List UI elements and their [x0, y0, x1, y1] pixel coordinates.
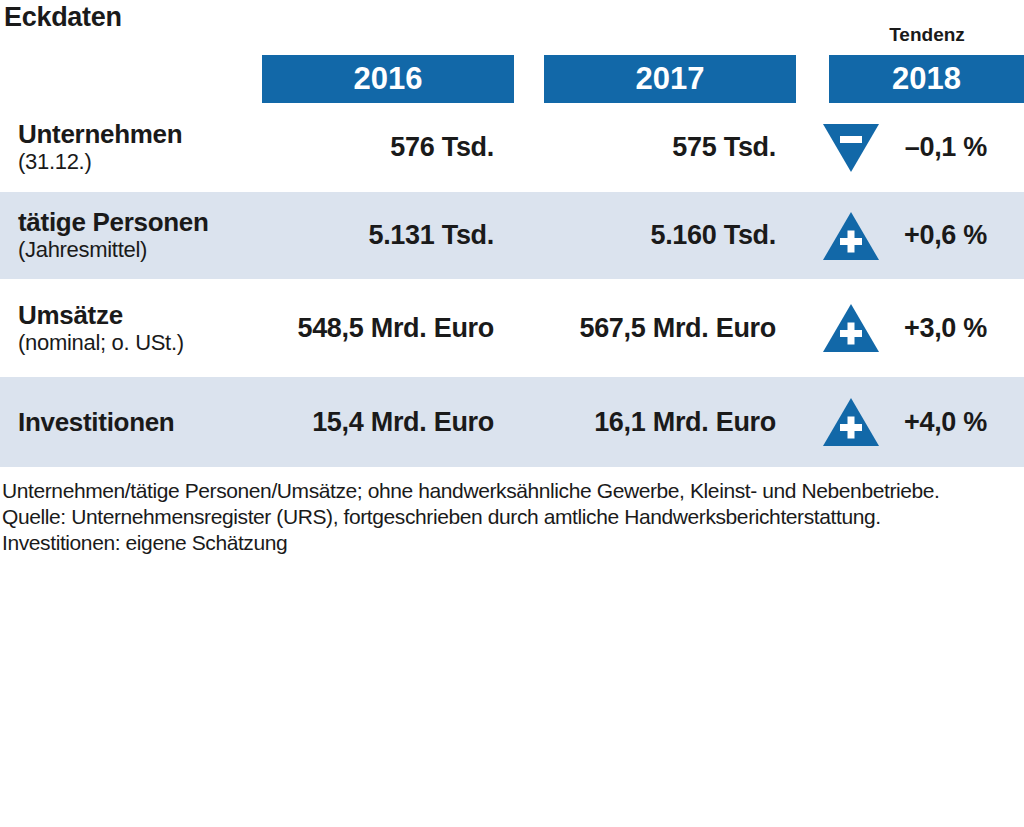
tendenz-cell: +4,0 % — [829, 377, 1024, 467]
table-header-row: 2016 2017 2018 — [0, 55, 1024, 103]
row-label-cell: Investitionen — [0, 408, 262, 437]
trend-percent: +4,0 % — [879, 407, 1024, 438]
row-sublabel: (Jahresmittel) — [18, 237, 262, 263]
value-2016: 548,5 Mrd. Euro — [262, 313, 514, 344]
value-2016: 15,4 Mrd. Euro — [262, 407, 514, 438]
column-header-2017: 2017 — [544, 55, 796, 103]
trend-down-icon — [823, 124, 879, 172]
trend-up-icon — [823, 212, 879, 260]
row-label-cell: Umsätze (nominal; o. USt.) — [0, 301, 262, 356]
row-label: Unternehmen — [18, 120, 262, 149]
trend-percent: +3,0 % — [879, 313, 1024, 344]
row-label: Umsätze — [18, 301, 262, 330]
value-2016: 576 Tsd. — [262, 132, 514, 163]
value-2016: 5.131 Tsd. — [262, 220, 514, 251]
trend-up-icon — [823, 304, 879, 352]
footnotes: Unternehmen/tätige Personen/Umsätze; ohn… — [2, 478, 1012, 556]
eckdaten-infographic: Eckdaten Tendenz 2016 2017 2018 Unterneh… — [0, 0, 1024, 827]
footnote-line: Investitionen: eigene Schätzung — [2, 530, 1012, 556]
column-header-2016: 2016 — [262, 55, 514, 103]
column-header-2018: 2018 — [829, 55, 1024, 103]
value-2017: 575 Tsd. — [544, 132, 796, 163]
tendenz-cell: +3,0 % — [829, 279, 1024, 377]
trend-percent: +0,6 % — [879, 220, 1024, 251]
row-sublabel: (nominal; o. USt.) — [18, 330, 262, 356]
tendenz-column-label: Tendenz — [830, 24, 1024, 46]
row-label-cell: tätige Personen (Jahresmittel) — [0, 208, 262, 263]
table-row: Investitionen 15,4 Mrd. Euro 16,1 Mrd. E… — [0, 377, 1024, 467]
page-title: Eckdaten — [4, 2, 122, 33]
row-sublabel: (31.12.) — [18, 149, 262, 175]
tendenz-cell: –0,1 % — [829, 103, 1024, 192]
table-row: tätige Personen (Jahresmittel) 5.131 Tsd… — [0, 192, 1024, 279]
row-label-cell: Unternehmen (31.12.) — [0, 120, 262, 175]
value-2017: 567,5 Mrd. Euro — [544, 313, 796, 344]
trend-percent: –0,1 % — [879, 132, 1024, 163]
footnote-line: Quelle: Unternehmensregister (URS), fort… — [2, 504, 1012, 530]
row-label: tätige Personen — [18, 208, 262, 237]
tendenz-cell: +0,6 % — [829, 192, 1024, 279]
value-2017: 16,1 Mrd. Euro — [544, 407, 796, 438]
table-row: Unternehmen (31.12.) 576 Tsd. 575 Tsd. –… — [0, 103, 1024, 192]
value-2017: 5.160 Tsd. — [544, 220, 796, 251]
trend-up-icon — [823, 398, 879, 446]
row-label: Investitionen — [18, 408, 262, 437]
footnote-line: Unternehmen/tätige Personen/Umsätze; ohn… — [2, 478, 1012, 504]
table-row: Umsätze (nominal; o. USt.) 548,5 Mrd. Eu… — [0, 279, 1024, 377]
